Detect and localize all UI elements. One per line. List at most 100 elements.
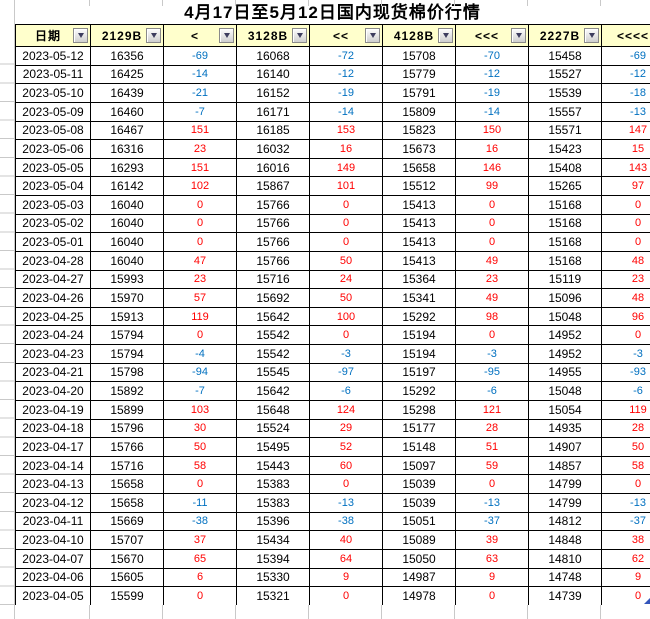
change-cell[interactable]: -3	[456, 345, 529, 364]
change-cell[interactable]: 102	[164, 177, 237, 196]
price-cell[interactable]: 15168	[529, 233, 602, 252]
price-cell[interactable]: 15527	[529, 65, 602, 85]
price-cell[interactable]: 15867	[237, 177, 310, 196]
price-cell[interactable]: 15673	[383, 140, 456, 159]
change-cell[interactable]: 39	[456, 531, 529, 550]
price-cell[interactable]: 15716	[237, 270, 310, 290]
price-cell[interactable]: 16040	[91, 251, 164, 271]
change-cell[interactable]: 121	[456, 400, 529, 420]
price-cell[interactable]: 15194	[383, 345, 456, 364]
filter-dropdown-button[interactable]	[73, 28, 88, 43]
change-cell[interactable]: -13	[310, 494, 383, 513]
date-cell[interactable]: 2023-05-01	[16, 233, 91, 252]
change-cell[interactable]: -21	[164, 84, 237, 103]
date-cell[interactable]: 2023-04-14	[16, 456, 91, 476]
price-cell[interactable]: 15716	[91, 456, 164, 476]
price-cell[interactable]: 14739	[529, 587, 602, 605]
change-cell[interactable]: 0	[456, 326, 529, 345]
change-cell[interactable]: 151	[164, 121, 237, 141]
change-cell[interactable]: 0	[602, 587, 650, 605]
price-cell[interactable]: 15089	[383, 531, 456, 550]
change-cell[interactable]: 0	[164, 233, 237, 252]
change-cell[interactable]: -6	[456, 382, 529, 401]
change-cell[interactable]: 0	[164, 196, 237, 215]
change-cell[interactable]: -7	[164, 102, 237, 122]
price-cell[interactable]: 15383	[237, 494, 310, 513]
change-cell[interactable]: -3	[310, 345, 383, 364]
price-cell[interactable]: 16171	[237, 102, 310, 122]
price-cell[interactable]: 15658	[91, 475, 164, 494]
price-cell[interactable]: 16040	[91, 196, 164, 215]
change-cell[interactable]: 0	[164, 475, 237, 494]
change-cell[interactable]: 51	[456, 438, 529, 457]
price-cell[interactable]: 15796	[91, 419, 164, 439]
date-cell[interactable]: 2023-04-20	[16, 382, 91, 401]
price-cell[interactable]: 15321	[237, 587, 310, 605]
price-cell[interactable]: 15512	[383, 177, 456, 196]
change-cell[interactable]: 0	[602, 215, 650, 234]
price-cell[interactable]: 14799	[529, 475, 602, 494]
change-cell[interactable]: -37	[456, 512, 529, 532]
price-cell[interactable]: 15434	[237, 531, 310, 550]
price-cell[interactable]: 14978	[383, 587, 456, 605]
change-cell[interactable]: 147	[602, 122, 650, 141]
price-cell[interactable]: 15396	[237, 512, 310, 532]
price-cell[interactable]: 15039	[383, 494, 456, 513]
price-cell[interactable]: 15413	[383, 251, 456, 271]
date-cell[interactable]: 2023-05-04	[16, 177, 91, 196]
date-cell[interactable]: 2023-04-12	[16, 494, 91, 513]
change-cell[interactable]: -14	[310, 102, 383, 122]
filter-dropdown-button[interactable]	[219, 28, 234, 43]
change-cell[interactable]: 49	[456, 251, 529, 271]
change-cell[interactable]: 23	[456, 270, 529, 290]
date-cell[interactable]: 2023-04-10	[16, 531, 91, 550]
change-cell[interactable]: -69	[602, 47, 650, 66]
change-cell[interactable]: 150	[456, 121, 529, 141]
filter-dropdown-button[interactable]	[511, 28, 526, 43]
price-cell[interactable]: 14748	[529, 568, 602, 588]
change-cell[interactable]: 23	[602, 271, 650, 290]
column-header-3[interactable]: 3128B	[237, 25, 310, 47]
change-cell[interactable]: 57	[164, 289, 237, 308]
price-cell[interactable]: 15168	[529, 196, 602, 215]
price-cell[interactable]: 15707	[91, 531, 164, 550]
price-cell[interactable]: 15119	[529, 270, 602, 290]
price-cell[interactable]: 15642	[237, 307, 310, 327]
price-cell[interactable]: 15298	[383, 400, 456, 420]
price-cell[interactable]: 15443	[237, 456, 310, 476]
price-cell[interactable]: 15766	[91, 438, 164, 457]
change-cell[interactable]: 0	[310, 475, 383, 494]
change-cell[interactable]: 50	[310, 289, 383, 308]
date-cell[interactable]: 2023-05-05	[16, 158, 91, 178]
price-cell[interactable]: 15892	[91, 382, 164, 401]
change-cell[interactable]: 23	[164, 270, 237, 290]
change-cell[interactable]: 100	[310, 307, 383, 327]
change-cell[interactable]: 97	[602, 177, 650, 196]
price-cell[interactable]: 15413	[383, 196, 456, 215]
date-cell[interactable]: 2023-04-17	[16, 438, 91, 457]
column-header-1[interactable]: 2129B	[91, 25, 164, 47]
date-cell[interactable]: 2023-04-21	[16, 363, 91, 383]
change-cell[interactable]: 153	[310, 121, 383, 141]
change-cell[interactable]: -12	[310, 65, 383, 85]
price-cell[interactable]: 16185	[237, 121, 310, 141]
date-cell[interactable]: 2023-04-19	[16, 400, 91, 420]
price-cell[interactable]: 15524	[237, 419, 310, 439]
change-cell[interactable]: 64	[310, 549, 383, 569]
change-cell[interactable]: 0	[602, 233, 650, 252]
date-cell[interactable]: 2023-05-12	[16, 47, 91, 66]
price-cell[interactable]: 15766	[237, 251, 310, 271]
filter-dropdown-button[interactable]	[365, 28, 380, 43]
price-cell[interactable]: 15648	[237, 400, 310, 420]
price-cell[interactable]: 15670	[91, 549, 164, 569]
change-cell[interactable]: -7	[164, 382, 237, 401]
price-cell[interactable]: 15168	[529, 251, 602, 271]
column-header-4[interactable]: <<	[310, 25, 383, 47]
price-cell[interactable]: 14907	[529, 438, 602, 457]
date-cell[interactable]: 2023-05-11	[16, 65, 91, 85]
column-header-7[interactable]: 2227B	[529, 25, 602, 47]
price-cell[interactable]: 16040	[91, 233, 164, 252]
price-cell[interactable]: 15292	[383, 307, 456, 327]
price-cell[interactable]: 14935	[529, 419, 602, 439]
change-cell[interactable]: 49	[456, 289, 529, 308]
